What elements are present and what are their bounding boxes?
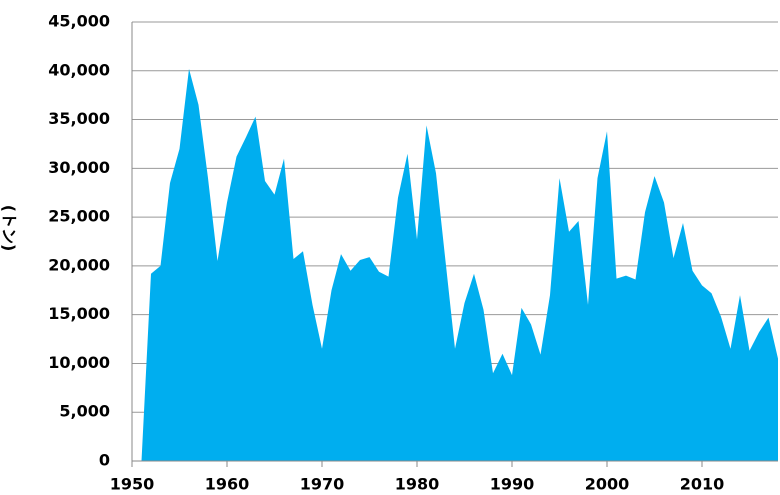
y-tick-label: 5,000 bbox=[59, 402, 110, 421]
x-tick-label: 1950 bbox=[110, 475, 155, 494]
y-tick-label: 15,000 bbox=[48, 304, 110, 323]
x-tick-label: 2000 bbox=[585, 475, 630, 494]
x-tick-label: 1980 bbox=[395, 475, 440, 494]
y-tick-label: 20,000 bbox=[48, 255, 110, 274]
y-tick-label: 10,000 bbox=[48, 353, 110, 372]
area bbox=[141, 68, 778, 462]
x-tick-label: 1960 bbox=[205, 475, 250, 494]
y-tick-label: 45,000 bbox=[48, 12, 110, 31]
y-tick-label: 40,000 bbox=[48, 60, 110, 79]
y-tick-label: 30,000 bbox=[48, 158, 110, 177]
y-tick-label: 25,000 bbox=[48, 207, 110, 226]
x-tick-label: 2010 bbox=[680, 475, 725, 494]
y-tick-label: 0 bbox=[99, 451, 110, 470]
x-tick-label: 1970 bbox=[300, 475, 345, 494]
y-tick-label: 35,000 bbox=[48, 109, 110, 128]
x-tick-label: 1990 bbox=[490, 475, 535, 494]
y-axis-label: (トン) bbox=[0, 205, 19, 252]
